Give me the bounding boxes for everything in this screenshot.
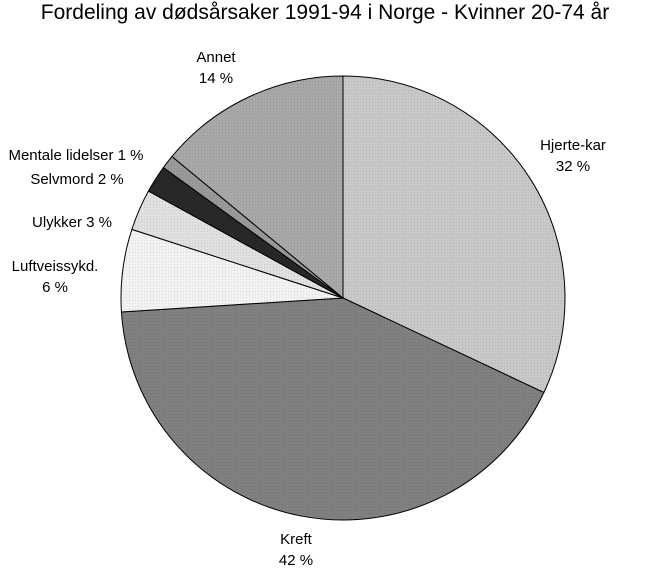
pie-slice-texture: [131, 191, 343, 298]
pie-label-mentale-lidelser: Mentale lidelser 1 %: [8, 147, 143, 164]
pie-slice-texture: [171, 76, 343, 298]
pie-label-selvmord: Selvmord 2 %: [30, 171, 123, 188]
pie-slice-texture: [121, 229, 344, 312]
pie-label-hjerte-kar: Hjerte-kar 32 %: [540, 137, 606, 175]
chart-title: Fordeling av dødsårsaker 1991-94 i Norge…: [40, 1, 610, 24]
pie-label-ulykker: Ulykker 3 %: [32, 214, 112, 231]
pie-slice-texture: [343, 76, 565, 393]
pie-slice-texture: [163, 156, 343, 298]
pie-slice-texture: [121, 298, 544, 520]
pie-labels: Hjerte-kar 32 % Kreft 42 % Luftveissykd. 6 % U…: [8, 49, 605, 569]
pie-label-kreft: Kreft 42 %: [279, 531, 313, 569]
pie-label-annet: Annet 14 %: [196, 49, 236, 87]
pie-slice-texture: [148, 167, 343, 298]
pie-slices: [120, 75, 566, 521]
pie-label-luftveissykd: Luftveissykd. 6 %: [12, 258, 99, 296]
